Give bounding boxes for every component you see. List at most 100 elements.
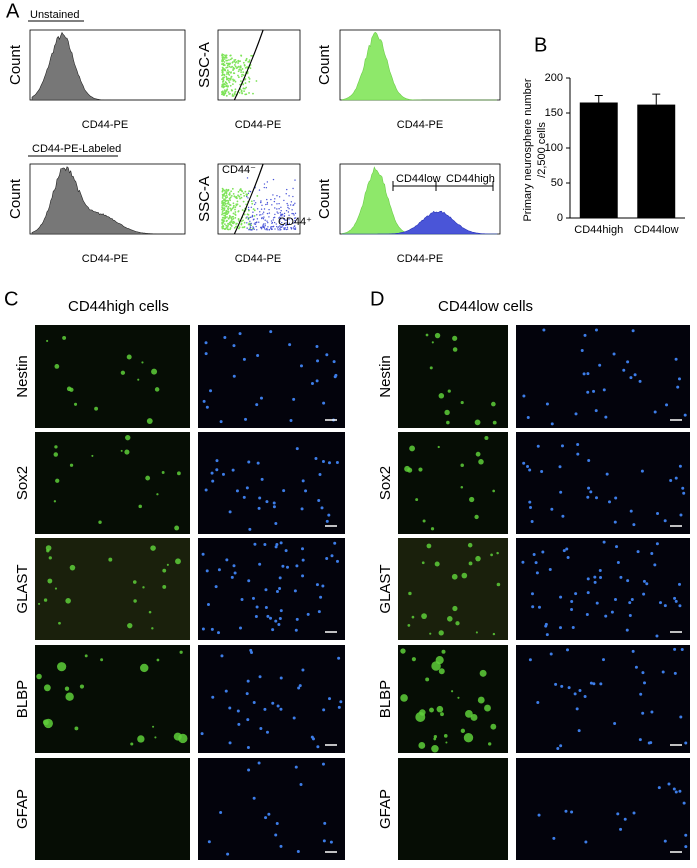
cell-blue	[230, 575, 234, 579]
cell-blue	[598, 568, 602, 572]
cell-blue	[667, 782, 671, 786]
event-dot	[229, 84, 232, 87]
event-dot	[228, 65, 231, 68]
event-dot	[290, 227, 292, 229]
event-dot	[240, 80, 242, 83]
event-dot	[237, 62, 239, 64]
event-dot	[259, 211, 261, 213]
cell-blue	[615, 545, 619, 549]
event-dot	[291, 218, 293, 221]
cell-blue	[673, 647, 677, 651]
event-dot	[241, 226, 244, 229]
cell-blue	[607, 500, 611, 504]
event-dot	[227, 217, 230, 220]
event-dot	[232, 78, 234, 81]
cell-blue	[246, 746, 250, 750]
cell-blue	[682, 801, 686, 805]
cell-green	[400, 694, 408, 702]
cell-blue	[655, 542, 659, 546]
event-dot	[243, 195, 246, 197]
event-dot	[239, 189, 241, 192]
cell-green	[162, 584, 167, 589]
cell-blue	[257, 506, 261, 510]
event-dot	[266, 212, 269, 215]
event-dot	[260, 226, 263, 229]
cell-blue	[598, 363, 602, 367]
event-dot	[221, 200, 224, 203]
row-title: CD44-PE-Labeled	[32, 143, 121, 155]
cell-green	[479, 669, 487, 677]
event-dot	[225, 211, 228, 214]
cell-blue	[545, 402, 549, 406]
cell-blue	[247, 579, 251, 583]
cell-green	[43, 598, 48, 602]
cell-blue	[625, 628, 629, 632]
event-dot	[225, 59, 228, 62]
event-dot	[280, 206, 282, 208]
cell-blue	[674, 476, 678, 480]
cell-blue	[264, 588, 268, 592]
cell-blue	[215, 468, 219, 472]
event-dot	[266, 198, 268, 201]
cell-green	[36, 673, 42, 680]
event-dot	[266, 229, 269, 231]
cell-blue	[566, 555, 570, 559]
axis-label: Count	[7, 178, 24, 219]
cell-blue	[586, 577, 590, 581]
event-dot	[243, 213, 246, 216]
cell-blue	[298, 684, 302, 688]
cell-green	[178, 733, 188, 744]
cell-blue	[665, 403, 669, 407]
cell-blue	[245, 692, 249, 696]
event-dot	[229, 54, 232, 57]
cell-blue	[552, 836, 556, 840]
cell-green	[408, 591, 412, 596]
cell-blue	[220, 654, 224, 658]
event-dot	[249, 223, 251, 226]
event-dot	[231, 207, 234, 210]
cell-green	[166, 563, 169, 566]
cell-blue	[335, 461, 339, 465]
event-dot	[249, 225, 251, 227]
cell-green	[65, 692, 74, 701]
event-dot	[280, 209, 282, 212]
cell-green	[484, 436, 489, 441]
cell-green	[496, 582, 501, 587]
cell-blue	[315, 344, 319, 348]
cell-blue	[228, 510, 232, 514]
event-dot	[287, 206, 289, 209]
row-label: BLBP	[14, 680, 31, 718]
event-dot	[231, 222, 234, 224]
cell-blue	[642, 592, 646, 596]
cell-blue	[323, 821, 327, 825]
event-dot	[230, 66, 232, 69]
cell-green	[452, 605, 458, 612]
cell-blue	[586, 390, 590, 394]
event-dot	[221, 54, 223, 57]
cell-green	[475, 451, 481, 457]
event-dot	[238, 227, 240, 230]
cell-green	[488, 742, 492, 746]
event-dot	[226, 202, 229, 205]
cell-blue	[278, 576, 282, 580]
event-dot	[238, 91, 241, 94]
event-dot	[237, 210, 240, 212]
event-dot	[242, 74, 245, 76]
y-tick-label: 150	[545, 107, 563, 119]
event-dot	[223, 61, 226, 63]
event-dot	[226, 228, 229, 231]
x-tick-label: CD44low	[634, 224, 679, 236]
cell-blue	[284, 549, 288, 553]
cell-green	[452, 335, 458, 341]
event-dot	[244, 66, 247, 69]
event-dot	[288, 222, 291, 224]
cell-blue	[286, 565, 290, 569]
cell-green	[179, 650, 183, 654]
cell-green	[447, 389, 451, 393]
event-dot	[276, 195, 278, 197]
cell-blue	[301, 479, 305, 483]
event-dot	[235, 223, 238, 225]
event-dot	[242, 200, 245, 203]
event-dot	[221, 71, 224, 74]
cell-green	[490, 553, 493, 557]
